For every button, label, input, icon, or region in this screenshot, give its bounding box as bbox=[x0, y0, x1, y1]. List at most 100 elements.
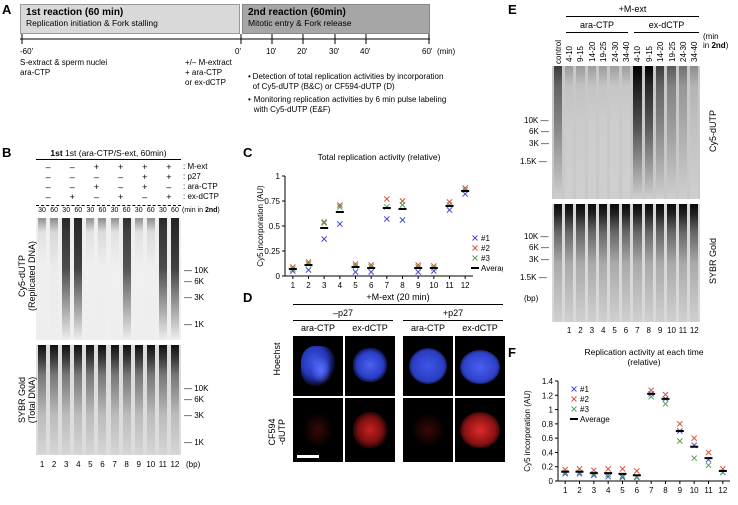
time-unit: (min) bbox=[437, 47, 456, 56]
panel-d-group-line-2 bbox=[403, 320, 503, 321]
chart-f-legend-item-3: Average bbox=[570, 415, 610, 424]
b-cond-0-4: + bbox=[142, 162, 148, 172]
panel-b-times: 30 60 30 60 30 60 30 60 30 60 30 60 bbox=[36, 207, 181, 217]
e-col-0: control bbox=[553, 39, 563, 64]
b-gel2-lane-9 bbox=[146, 345, 155, 455]
b-gel1-lane-0 bbox=[38, 218, 47, 340]
chart-c-legend-label-3: Average bbox=[481, 264, 503, 273]
e-marker2-10k-text: 10K bbox=[524, 232, 539, 241]
b-cond-3-5: + bbox=[166, 192, 172, 202]
panel-e-unit-1: (min bbox=[703, 32, 719, 41]
panel-e-gel-cy5 bbox=[552, 66, 700, 199]
e-gel2-lane-3 bbox=[587, 204, 597, 322]
chart-f-point-2-6 bbox=[648, 393, 655, 400]
e-gel2-lane-11 bbox=[678, 204, 688, 322]
tick-30: 30' bbox=[329, 47, 340, 56]
panel-b-gel2-label-1: SYBR Gold bbox=[17, 376, 27, 424]
first-reaction-subtitle: Replication initiation & Fork stalling bbox=[26, 18, 158, 28]
mid-note-line-2: + ara-CTP bbox=[185, 68, 223, 77]
e-gel1-lane-8 bbox=[644, 66, 653, 199]
b-lane-2: 3 bbox=[63, 460, 69, 469]
chart-c-title: Total replication activity (relative) bbox=[318, 152, 441, 162]
tick-10: 10' bbox=[266, 47, 277, 56]
e-gel2-lane-4 bbox=[599, 204, 608, 322]
b-gel2-lane-7 bbox=[122, 345, 131, 455]
b-gel2-lane-1 bbox=[50, 345, 59, 455]
b-lane-4: 5 bbox=[88, 460, 93, 469]
panel-a: 1st reaction (60 min) Replication initia… bbox=[20, 4, 455, 144]
chart-c-legend-item-3: Average bbox=[471, 264, 511, 273]
chart-c-point-2-3 bbox=[336, 204, 343, 210]
e-lane-4: 5 bbox=[612, 326, 617, 335]
b-marker2-6k-text: 6K bbox=[194, 395, 205, 404]
b-gel2-lane-3 bbox=[74, 345, 83, 455]
b-cond-2-1: – bbox=[69, 182, 75, 192]
b-gel1-lane-11 bbox=[170, 218, 179, 340]
e-marker2-3k: 3K — bbox=[529, 255, 550, 264]
chart-f-point-0-3 bbox=[605, 473, 612, 480]
panel-b-gel1-label: Cy5-dUTP (Replicated DNA) bbox=[17, 231, 37, 321]
chart-c-xtick-label-8: 9 bbox=[416, 281, 421, 290]
chart-c-point-0-6 bbox=[383, 216, 390, 222]
panel-b-gel2-label: SYBR Gold (Total DNA) bbox=[17, 355, 37, 445]
chart-c-ylabel: Cy5 incorporation (AU) bbox=[256, 185, 265, 267]
b-cond-3-3: + bbox=[117, 192, 124, 202]
chart-c-point-1-3 bbox=[336, 202, 343, 208]
panel-e-header: +M-ext bbox=[618, 4, 647, 14]
panel-e-unit-2b: 2nd bbox=[711, 41, 726, 50]
first-reaction-box: 1st reaction (60 min) Replication initia… bbox=[20, 4, 240, 34]
chart-f-xtick-label-9: 10 bbox=[690, 486, 699, 495]
e-marker1-1500-text: 1.5K bbox=[520, 157, 537, 166]
chart-c: Total replication activity (relative) 0 0.… bbox=[256, 152, 511, 290]
bullet-1-text: Detection of total replication activitie… bbox=[252, 72, 444, 91]
chart-c-ytick-label-3: 0.75 bbox=[264, 197, 280, 206]
b-marker2-3k: — 3K bbox=[184, 411, 205, 420]
e-gel1-lane-6 bbox=[621, 66, 631, 199]
chart-f-xtick-label-5: 6 bbox=[635, 486, 640, 495]
chart-f-legend-label-1: #2 bbox=[580, 395, 589, 404]
panel-b-header: 1st 1st (ara-CTP/S-ext, 60min) bbox=[50, 148, 167, 158]
b-gel1-lane-1 bbox=[50, 218, 59, 340]
b-marker1-6k: — 6K bbox=[184, 277, 205, 286]
b-cond-2-4: + bbox=[142, 182, 148, 192]
chart-c-xtick-label-7: 8 bbox=[400, 281, 405, 290]
panel-f: Replication activity at each time (relati… bbox=[520, 345, 738, 500]
chart-c-xtick-label-3: 4 bbox=[338, 281, 343, 290]
e-col-12: 34-40 bbox=[690, 41, 700, 62]
b-cond-1-5: + bbox=[166, 172, 172, 182]
chart-f-point-2-7 bbox=[662, 400, 669, 407]
b-lane-3: 4 bbox=[76, 460, 81, 469]
b-cond-0-5: + bbox=[166, 162, 172, 172]
chart-f-legend-item-2: #3 bbox=[571, 405, 589, 414]
bullet-2: • Monitoring replication activities by 6 … bbox=[248, 95, 447, 114]
b-gel2-lane-4 bbox=[86, 345, 95, 455]
e-col-1: 4-10 bbox=[565, 45, 575, 62]
panel-b-gel1-label-2: (Replicated DNA) bbox=[27, 240, 37, 312]
b-time-2: 30 bbox=[62, 207, 71, 214]
panel-e-group-ara: ara-CTP bbox=[579, 20, 614, 30]
e-lane-2: 3 bbox=[589, 326, 595, 335]
panel-b-gel-sybr bbox=[36, 345, 181, 455]
micrograph-cf594-3 bbox=[403, 398, 453, 462]
chart-c-point-1-6 bbox=[383, 196, 390, 202]
panel-label-e: E bbox=[508, 2, 517, 17]
e-col-11: 24-30 bbox=[678, 41, 688, 62]
chart-c-point-0-1 bbox=[305, 267, 312, 273]
panel-b-time-unit-bold: 2nd bbox=[204, 207, 218, 214]
e-gel2-lane-2 bbox=[576, 204, 585, 322]
panel-e-bp: (bp) bbox=[524, 294, 539, 303]
panel-e-gel2-label: SYBR Gold bbox=[708, 237, 718, 285]
e-gel2-lane-10 bbox=[667, 204, 676, 322]
panel-b-time-unit-post: ) bbox=[217, 207, 220, 214]
b-time-10: 30 bbox=[158, 207, 167, 214]
b-gel2-lane-8 bbox=[134, 345, 143, 455]
panel-b-header-text: 1st (ara-CTP/S-ext, 60min) bbox=[65, 148, 167, 158]
e-gel1-lane-11 bbox=[678, 66, 688, 199]
left-note-line-2: ara-CTP bbox=[20, 68, 51, 77]
panel-d-group-line-1 bbox=[293, 320, 393, 321]
e-marker2-3k-text: 3K bbox=[529, 255, 539, 264]
chart-c-legend-item-2: #3 bbox=[472, 254, 490, 263]
chart-c-xtick-label-0: 1 bbox=[291, 281, 296, 290]
chart-f-legend-item-0: #1 bbox=[571, 385, 589, 394]
b-gel1-lane-5 bbox=[98, 218, 107, 340]
